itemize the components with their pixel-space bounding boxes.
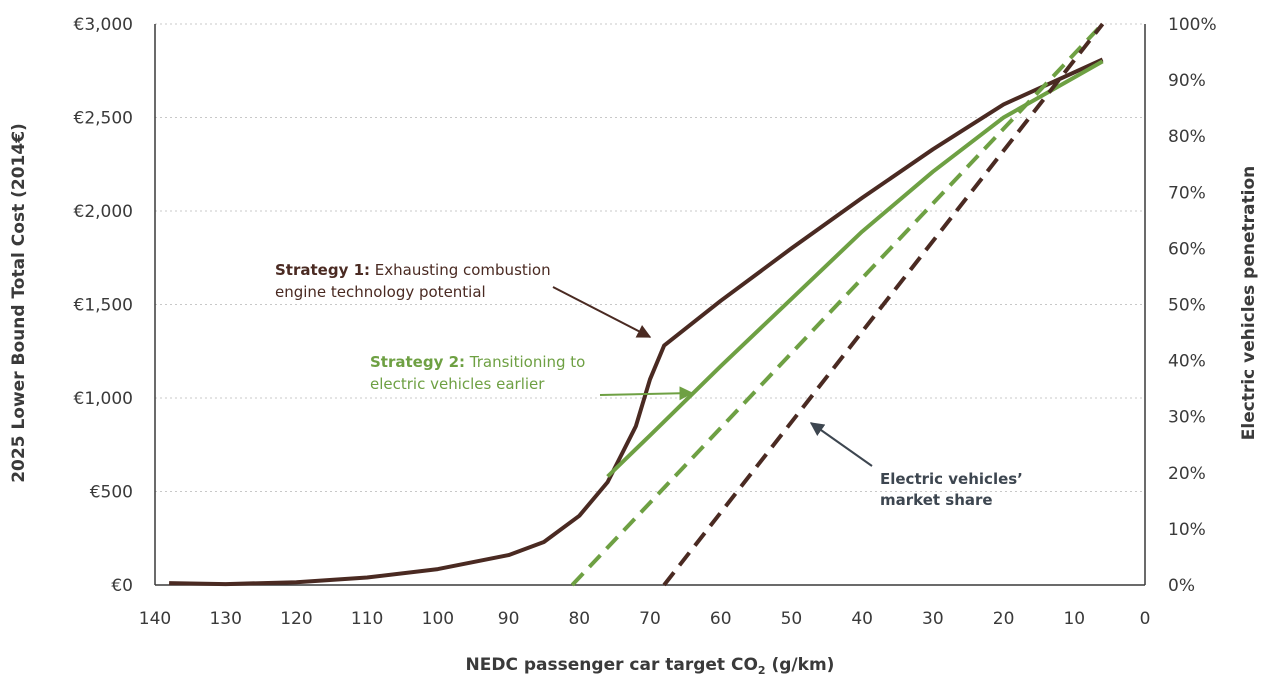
annotation-strategy2-bold: Strategy 2:	[370, 353, 465, 371]
y-tick-label: €3,000	[74, 15, 133, 35]
series-line-s1_ev	[662, 22, 1105, 587]
tick-labels: €0 €500 €1,000 €1,500 €2,000 €2,500 €3,000 0% 10…	[74, 15, 1217, 629]
y-tick-label: €2,000	[74, 202, 133, 222]
axes	[154, 24, 1146, 586]
y2-tick-label: 20%	[1168, 464, 1206, 484]
y-tick-label: €500	[90, 483, 133, 503]
series-line-s2_ev	[570, 22, 1105, 587]
y2-tick-label: 30%	[1168, 408, 1206, 428]
x-tick-label: 50	[781, 609, 803, 629]
ev-share-arrow	[809, 422, 873, 467]
x-tick-label: 40	[851, 609, 873, 629]
x-tick-label: 60	[710, 609, 732, 629]
strategy2-arrow	[599, 386, 694, 401]
y2-tick-label: 90%	[1168, 71, 1206, 91]
x-tick-label: 90	[498, 609, 520, 629]
y2-tick-label: 60%	[1168, 239, 1206, 259]
x-tick-label: 130	[209, 609, 241, 629]
series-line-s1_cost	[169, 57, 1104, 587]
gridlines	[155, 23, 1145, 492]
x-tick-label: 80	[568, 609, 590, 629]
x-tick-label: 0	[1140, 609, 1151, 629]
x-tick-label: 100	[422, 609, 454, 629]
annotation-strategy1-text: Exhausting combustion	[370, 261, 551, 279]
y-tick-label: €1,000	[74, 389, 133, 409]
x-tick-label: 120	[280, 609, 312, 629]
annotation-strategy2-text: Transitioning to	[465, 353, 585, 371]
annotation-ev-share: Electric vehicles’	[880, 470, 1023, 488]
annotation-strategy2: Strategy 2: Transitioning to	[370, 353, 585, 371]
strategy1-arrow	[552, 286, 652, 338]
series-layer	[169, 22, 1105, 587]
annotation-strategy1-bold: Strategy 1:	[275, 261, 370, 279]
y2-tick-label: 0%	[1168, 576, 1195, 596]
y2-tick-label: 50%	[1168, 296, 1206, 316]
x-tick-label: 20	[993, 609, 1015, 629]
x-tick-label: 140	[139, 609, 171, 629]
y-tick-label: €1,500	[74, 296, 133, 316]
x-tick-label: 110	[351, 609, 383, 629]
annotation-ev-share-line2: market share	[880, 491, 993, 509]
series-line-s2_cost	[606, 59, 1104, 478]
annotation-strategy2-line2: electric vehicles earlier	[370, 375, 545, 393]
annotation-strategy1: Strategy 1: Exhausting combustion	[275, 261, 551, 279]
y-tick-label: €2,500	[74, 109, 133, 129]
y2-tick-label: 100%	[1168, 15, 1217, 35]
x-tick-label: 10	[1063, 609, 1085, 629]
y2-axis-title: Electric vehicles penetration	[1239, 166, 1259, 440]
y2-tick-label: 40%	[1168, 352, 1206, 372]
y-tick-label: €0	[111, 576, 133, 596]
y2-tick-label: 70%	[1168, 183, 1206, 203]
y2-tick-label: 80%	[1168, 127, 1206, 147]
x-axis-title: NEDC passenger car target CO2 (g/km)	[466, 655, 835, 677]
y-axis-title: 2025 Lower Bound Total Cost (2014€)	[9, 123, 29, 483]
y2-tick-label: 10%	[1168, 520, 1206, 540]
x-tick-label: 70	[639, 609, 661, 629]
annotation-strategy1-line2: engine technology potential	[275, 283, 486, 301]
x-tick-label: 30	[922, 609, 944, 629]
